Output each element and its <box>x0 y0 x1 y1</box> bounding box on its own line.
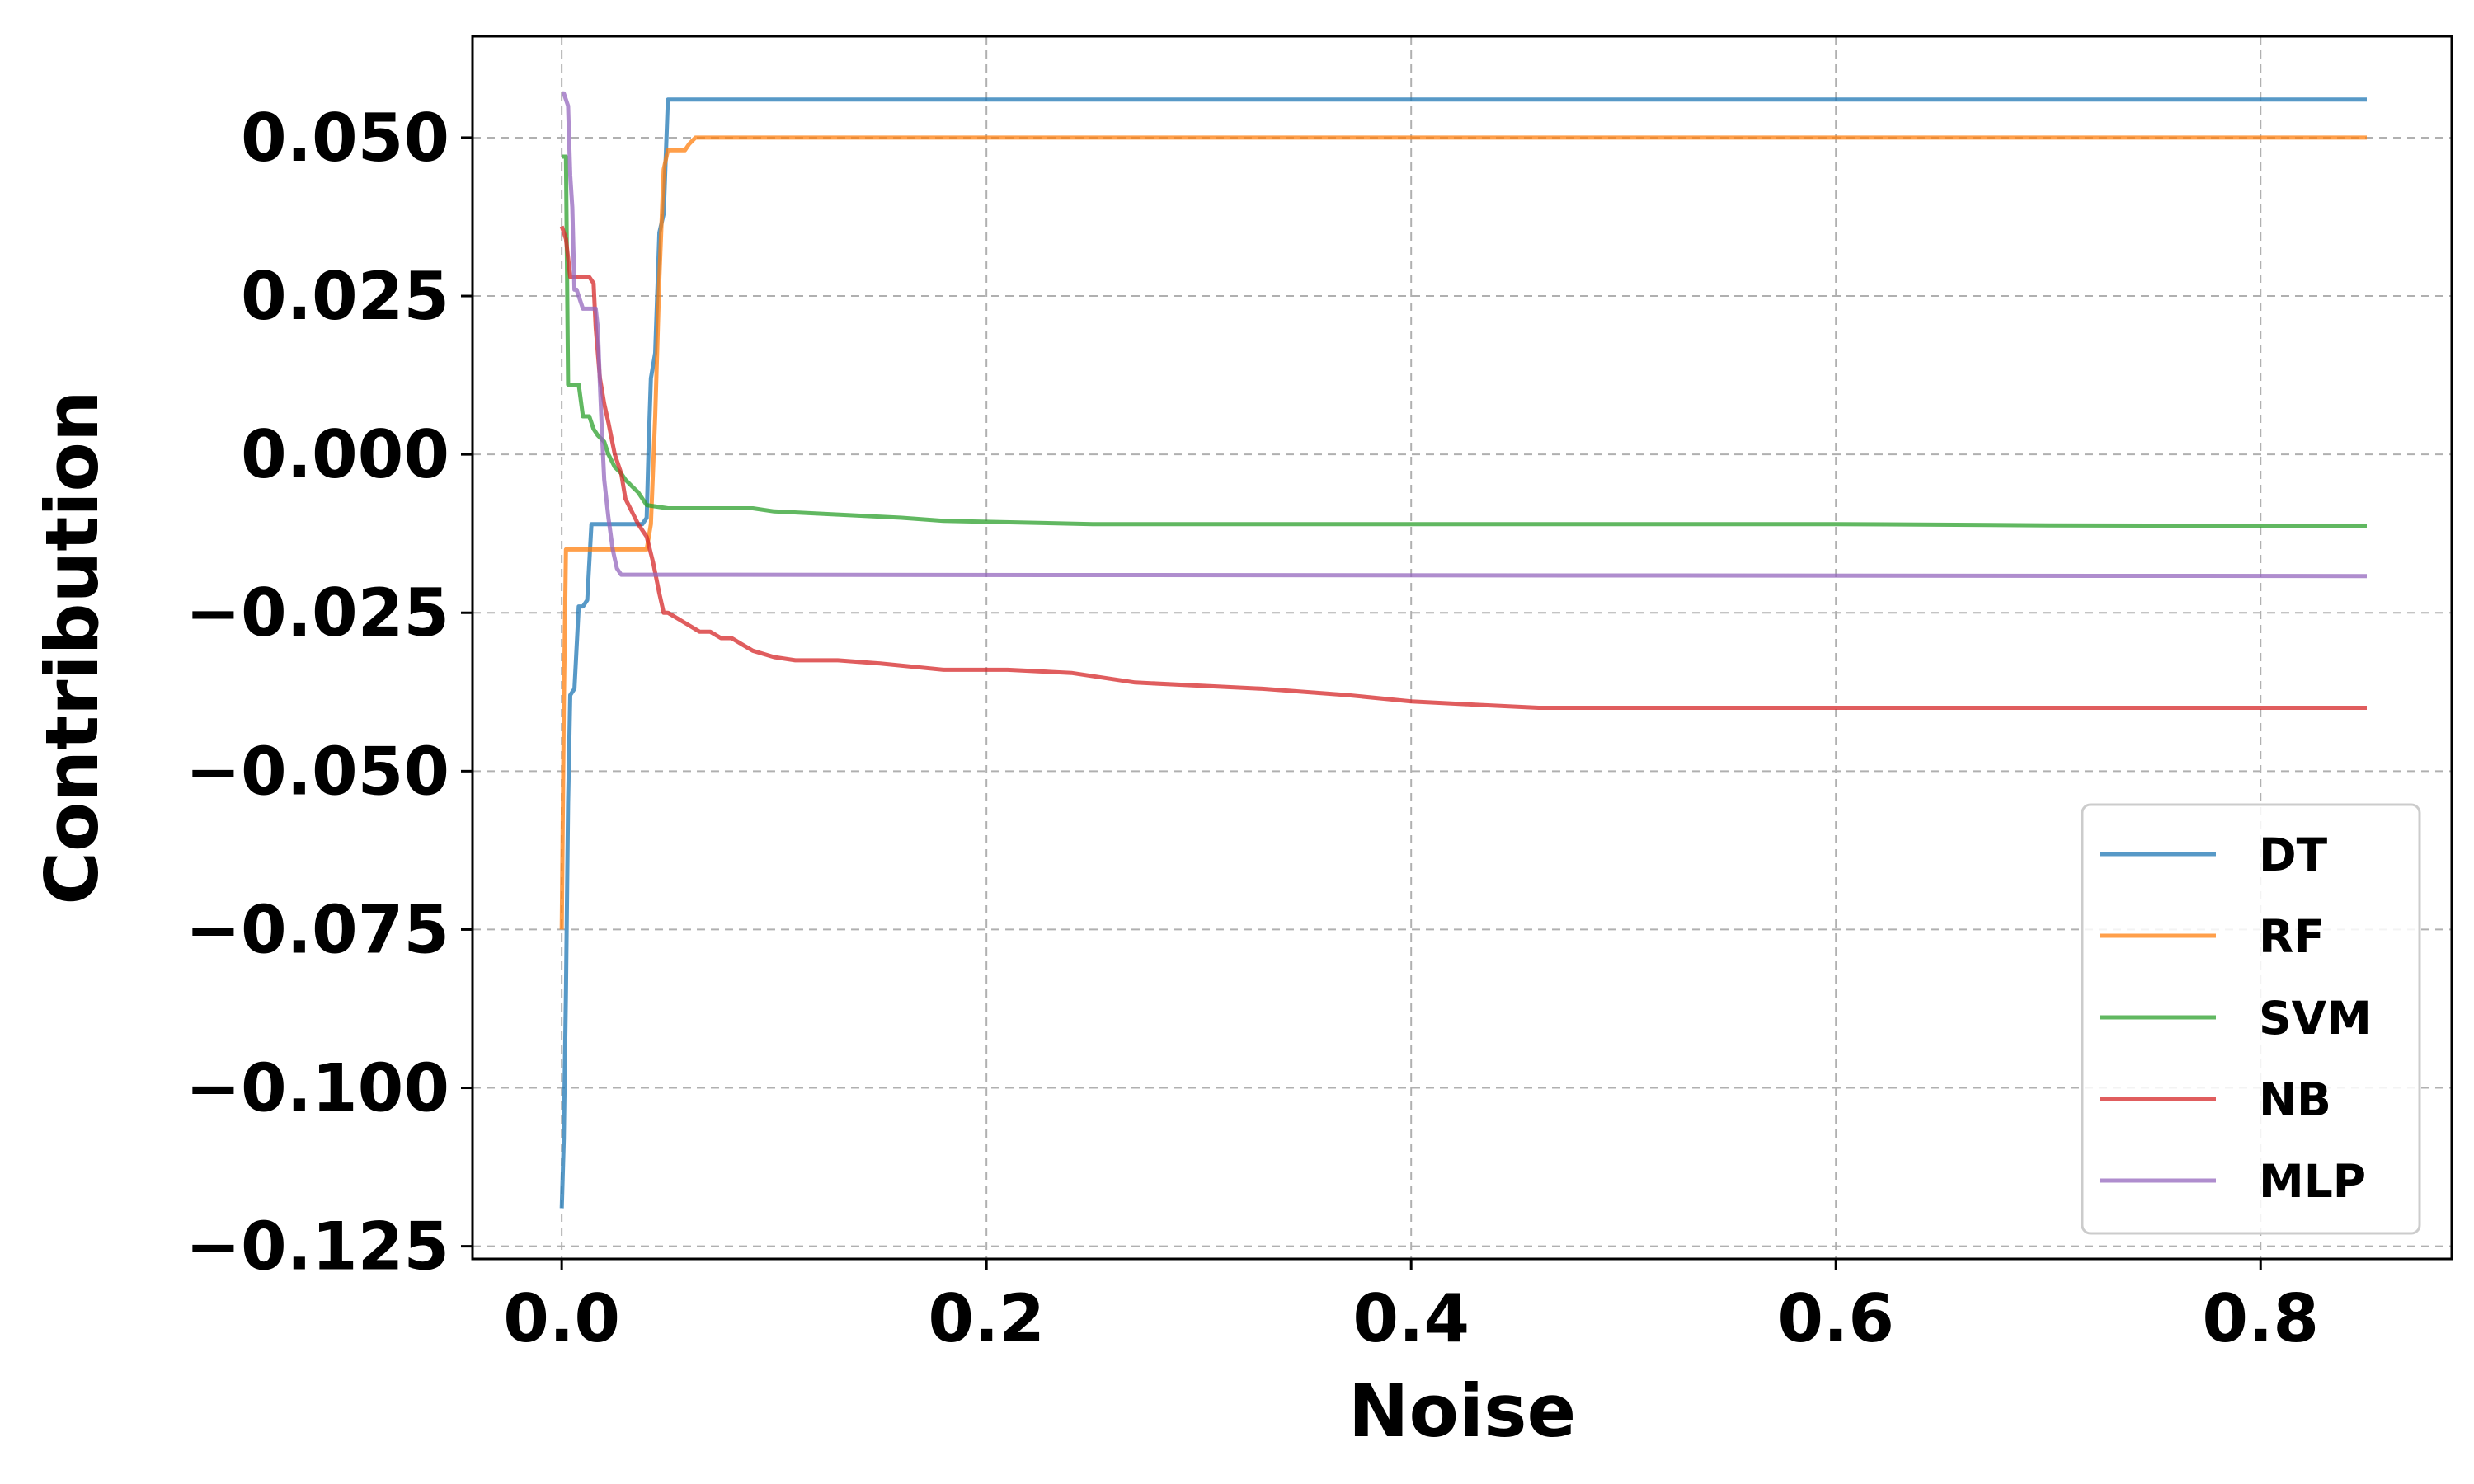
y-tick-label: −0.100 <box>186 1050 449 1127</box>
legend-label-nb: NB <box>2259 1073 2331 1126</box>
legend-label-dt: DT <box>2259 829 2328 881</box>
series-lines <box>559 91 2368 1209</box>
series-line-mlp <box>562 91 2368 579</box>
x-axis-ticks: 0.0 0.2 0.4 0.6 0.8 <box>503 1259 2319 1357</box>
y-tick-label: 0.000 <box>241 416 449 493</box>
x-axis-title: Noise <box>1348 1369 1576 1453</box>
y-tick-label: 0.050 <box>241 100 449 176</box>
series-line-nb <box>559 225 2367 710</box>
legend-box <box>2081 803 2421 1235</box>
legend-label-svm: SVM <box>2259 992 2372 1045</box>
x-tick-label: 0.8 <box>2202 1280 2319 1357</box>
plot-frame <box>471 35 2453 1261</box>
series-line-rf <box>559 135 2367 930</box>
y-tick-label: 0.025 <box>241 258 449 335</box>
series-line-svm <box>562 154 2368 528</box>
legend-label-rf: RF <box>2259 910 2325 963</box>
x-tick-label: 0.4 <box>1352 1280 1470 1357</box>
y-tick-label: −0.050 <box>186 733 449 810</box>
y-axis-ticks: 0.050 0.025 0.000 −0.025 −0.050 −0.075 −0.100 −… <box>186 100 473 1285</box>
legend: DT RF SVM NB MLP <box>2081 803 2421 1235</box>
x-tick-label: 0.6 <box>1777 1280 1894 1357</box>
y-tick-label: −0.125 <box>186 1209 449 1285</box>
legend-label-mlp: MLP <box>2259 1155 2366 1208</box>
y-tick-label: −0.025 <box>186 575 449 651</box>
x-tick-label: 0.0 <box>503 1280 620 1357</box>
x-tick-label: 0.2 <box>928 1280 1045 1357</box>
y-tick-label: −0.075 <box>186 891 449 968</box>
y-axis-title: Contribution <box>30 390 115 904</box>
